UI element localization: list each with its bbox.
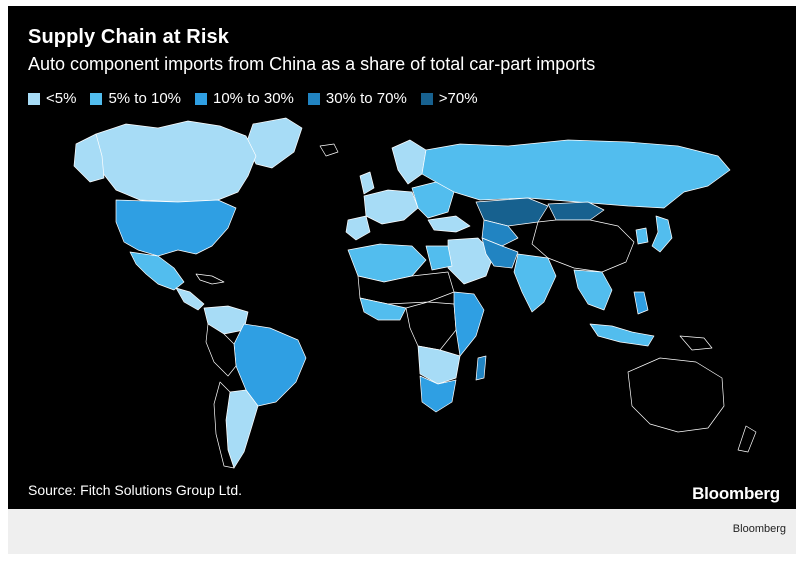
egypt-region [425,245,453,271]
australia-region [627,357,725,433]
middle-east-region [447,237,495,285]
china-region [531,219,635,273]
legend-item-lt5: <5% [28,90,76,107]
footer-bar: Bloomberg [8,509,796,554]
legend-swatch-5-10 [90,92,103,105]
map-card: Supply Chain at Risk Auto component impo… [8,6,796,509]
legend-swatch-lt5 [28,92,40,105]
new-zealand-region [737,425,757,453]
southern-africa-region [417,345,461,385]
philippines-region [633,291,649,315]
east-africa-region [453,291,485,357]
korea-region [635,227,649,245]
chile-region [213,381,235,469]
india-region [513,253,557,313]
legend-label-10-30: 10% to 30% [213,90,294,107]
legend-item-10-30: 10% to 30% [195,90,294,107]
south-africa-region [419,375,457,413]
papua-new-guinea-region [679,335,713,351]
legend-item-30-70: 30% to 70% [307,90,407,107]
canada-region [91,120,257,203]
legend-label-gt70: >70% [438,90,478,107]
scandinavia-region [391,139,427,185]
legend-label-lt5: <5% [46,90,77,107]
southeast-asia-region [573,269,613,311]
iberia-region [345,215,371,241]
usa-region [115,199,237,257]
uk-region [359,171,375,195]
footer-credit: Bloomberg [732,523,786,535]
west-africa-region [359,297,407,321]
japan-region [651,215,673,253]
legend-label-5-10: 5% to 10% [108,90,181,107]
iceland-region [319,143,339,157]
legend-item-gt70: >70% [420,90,478,107]
western-europe-region [363,189,419,225]
world-map [73,117,757,469]
madagascar-region [475,355,487,381]
alaska-region [73,133,105,183]
caribbean-region [195,273,225,285]
central-africa-region [405,301,457,351]
andean-region [205,323,237,377]
iran-region [481,237,519,269]
russia-region [421,139,731,209]
indonesia-region [589,323,655,347]
source-note: Source: Fitch Solutions Group Ltd. [28,482,242,498]
legend-swatch-10-30 [195,92,207,105]
brand-logo: Bloomberg [692,484,780,503]
chart-subtitle: Auto component imports from China as a s… [28,54,596,74]
mexico-region [129,251,185,291]
legend-swatch-30-70 [307,92,320,105]
chart-title: Supply Chain at Risk [28,26,229,48]
legend-swatch-gt70 [420,92,433,105]
legend-label-30-70: 30% to 70% [325,90,407,107]
central-asia-region [481,219,519,247]
argentina-region [225,389,259,469]
central-america-region [175,287,205,311]
legend-item-5-10: 5% to 10% [90,90,181,107]
turkey-region [427,215,471,233]
mongolia-region [547,201,605,221]
legend: <5% 5% to 10% 10% to 30% 30% to 70% >70% [28,90,478,107]
